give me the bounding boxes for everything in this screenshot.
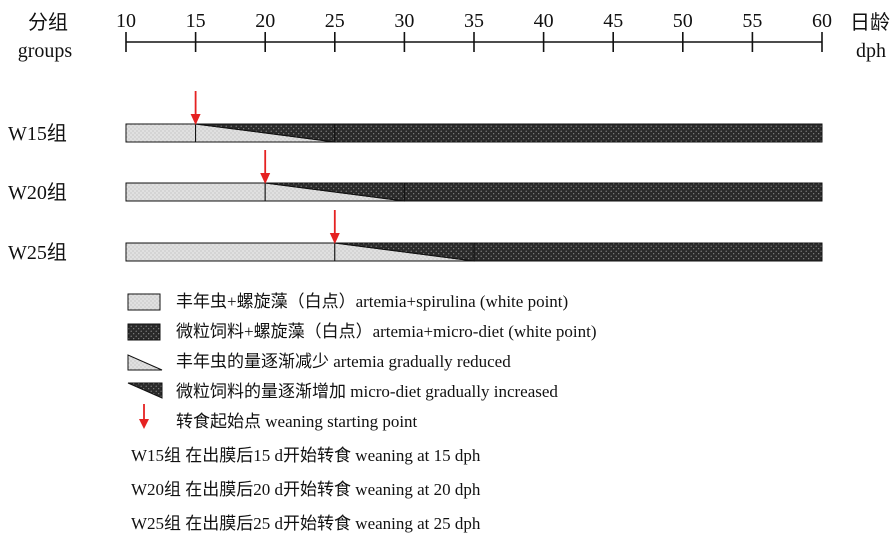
artemia-segment: [125, 242, 336, 262]
axis-tick-label: 10: [116, 10, 136, 32]
axis-tick-label: 45: [603, 10, 623, 32]
legend-weaning-item: 转食起始点 weaning starting point: [139, 404, 418, 431]
microdiet-segment: [403, 182, 823, 202]
axis-tick-label: 30: [394, 10, 414, 32]
legend-weaning-label: 转食起始点 weaning starting point: [176, 412, 418, 431]
axis-tick-label: 40: [534, 10, 554, 32]
groups-header-cn: 分组: [28, 11, 68, 34]
group-label: W25组: [8, 241, 67, 264]
legend-artemia-swatch: [127, 293, 161, 311]
legend-microdiet-label: 微粒饲料+螺旋藻（白点）artemia+micro-diet (white po…: [176, 322, 596, 341]
legend: 丰年虫+螺旋藻（白点）artemia+spirulina (white poin…: [127, 292, 596, 431]
axis-tick-label: 55: [742, 10, 762, 32]
note-w15: W15组 在出膜后15 d开始转食 weaning at 15 dph: [131, 446, 481, 465]
legend-microdiet-item: 微粒饲料+螺旋藻（白点）artemia+micro-diet (white po…: [127, 322, 596, 341]
groups-header-en: groups: [18, 40, 73, 62]
axis-tick-label: 60: [812, 10, 832, 32]
legend-artemia-reduce-item: 丰年虫的量逐渐减少 artemia gradually reduced: [127, 352, 511, 371]
microdiet-segment: [473, 242, 823, 262]
group-notes: W15组 在出膜后15 d开始转食 weaning at 15 dph W20组…: [131, 446, 481, 533]
legend-microdiet-increase-item: 微粒饲料的量逐渐增加 micro-diet gradually increase…: [127, 382, 558, 401]
legend-microdiet-increase-swatch: [127, 382, 163, 399]
weaning-arrow-icon: [190, 114, 201, 125]
legend-microdiet-swatch: [127, 323, 161, 341]
group-row: W20组: [8, 150, 823, 204]
axis-tick-label: 25: [325, 10, 345, 32]
age-header-en: dph: [856, 40, 886, 62]
axis-tick-label: 35: [464, 10, 484, 32]
note-w25: W25组 在出膜后25 d开始转食 weaning at 25 dph: [131, 514, 481, 533]
legend-artemia-reduce-swatch: [127, 354, 163, 371]
group-label: W15组: [8, 122, 67, 145]
group-label: W20组: [8, 181, 67, 204]
note-w20: W20组 在出膜后20 d开始转食 weaning at 20 dph: [131, 480, 481, 499]
legend-artemia-item: 丰年虫+螺旋藻（白点）artemia+spirulina (white poin…: [127, 292, 568, 311]
age-header-cn: 日龄: [850, 11, 890, 34]
weaning-arrow-icon: [260, 173, 271, 184]
legend-artemia-label: 丰年虫+螺旋藻（白点）artemia+spirulina (white poin…: [176, 292, 568, 311]
axis-tick-label: 15: [186, 10, 206, 32]
microdiet-segment: [334, 123, 823, 143]
legend-artemia-reduce-label: 丰年虫的量逐渐减少 artemia gradually reduced: [176, 352, 511, 371]
age-axis: 10 15 20 25 30 35 40 45 50 55 60: [116, 10, 832, 52]
group-bars: W15组 W20组 W25组: [8, 91, 823, 264]
legend-weaning-arrow-icon: [139, 419, 149, 429]
legend-microdiet-increase-label: 微粒饲料的量逐渐增加 micro-diet gradually increase…: [176, 382, 558, 401]
group-row: W15组: [8, 91, 823, 145]
group-row: W25组: [8, 210, 823, 264]
axis-tick-label: 50: [673, 10, 693, 32]
weaning-arrow-icon: [329, 233, 340, 244]
artemia-segment: [125, 182, 266, 202]
axis-tick-label: 20: [255, 10, 275, 32]
artemia-segment: [125, 123, 197, 143]
